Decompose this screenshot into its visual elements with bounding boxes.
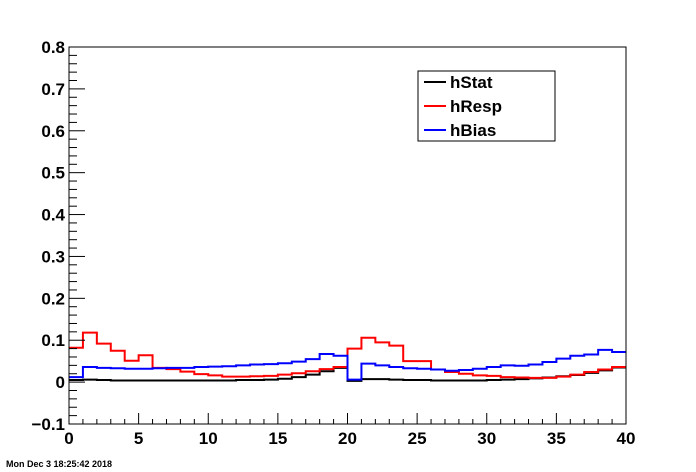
x-tick-label: 40 <box>617 429 636 448</box>
x-tick-label: 30 <box>477 429 496 448</box>
y-tick-label: 0.7 <box>41 80 65 99</box>
series-layer <box>69 331 626 382</box>
x-tick-label: 5 <box>134 429 143 448</box>
legend-label-hStat: hStat <box>450 73 493 92</box>
y-tick-label: −0.1 <box>31 415 65 434</box>
x-tick-label: 15 <box>268 429 287 448</box>
legend-label-hResp: hResp <box>450 97 502 116</box>
y-tick-label: 0.3 <box>41 247 65 266</box>
x-tick-label: 10 <box>199 429 218 448</box>
y-tick-label: 0.6 <box>41 122 65 141</box>
x-tick-label: 20 <box>338 429 357 448</box>
y-tick-label: 0.8 <box>41 38 65 57</box>
y-tick-label: 0.5 <box>41 164 65 183</box>
y-tick-label: 0.1 <box>41 331 65 350</box>
y-tick-label: 0.2 <box>41 289 65 308</box>
legend: hStat hResp hBias <box>417 70 556 142</box>
timestamp-footer: Mon Dec 3 18:25:42 2018 <box>6 459 112 469</box>
y-tick-label: 0.4 <box>41 206 65 225</box>
x-tick-label: 25 <box>408 429 427 448</box>
x-tick-label: 0 <box>64 429 73 448</box>
legend-label-hBias: hBias <box>450 121 496 140</box>
axes-layer: 0 5 10 15 20 25 30 35 40−0.100.10.20.30.40.50.60… <box>31 38 635 448</box>
series-line-hBias <box>69 348 626 381</box>
x-tick-label: 35 <box>547 429 566 448</box>
y-tick-label: 0 <box>56 373 65 392</box>
